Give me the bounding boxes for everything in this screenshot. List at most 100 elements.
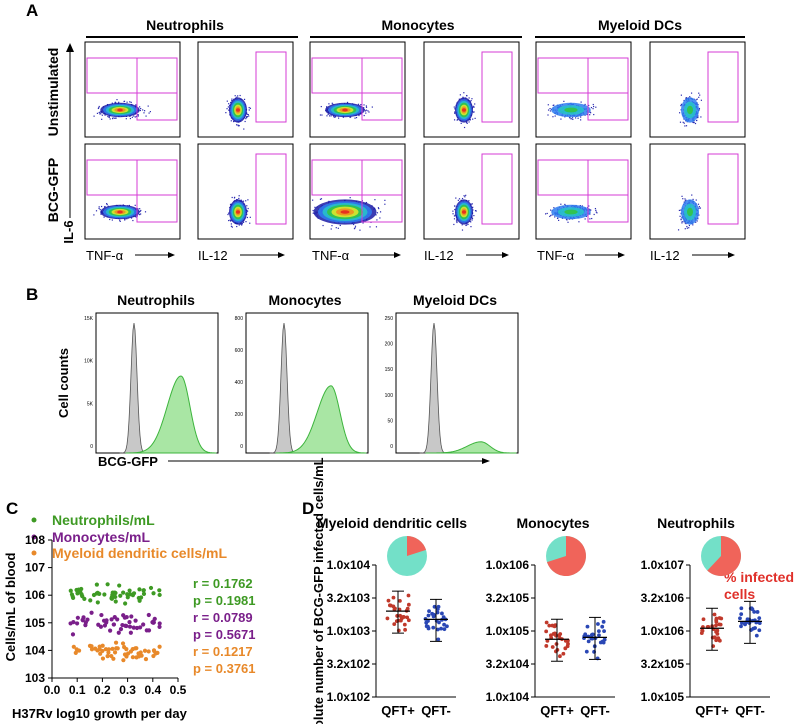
data-point — [392, 622, 397, 627]
flow-event — [248, 115, 250, 117]
flow-event — [376, 219, 378, 221]
flow-event — [226, 100, 228, 102]
flow-event — [567, 221, 569, 223]
flow-event — [551, 214, 553, 216]
flow-event — [357, 103, 360, 105]
data-point — [401, 615, 406, 619]
data-point — [590, 632, 595, 637]
category-label: QFT- — [421, 703, 451, 718]
data-point — [127, 624, 133, 629]
data-point — [75, 621, 80, 626]
flow-event — [135, 115, 138, 118]
data-point — [76, 648, 82, 653]
data-point — [113, 590, 118, 596]
data-point — [558, 654, 562, 659]
flow-event — [350, 116, 352, 118]
flow-event — [114, 117, 116, 119]
flow-event — [594, 207, 597, 210]
flow-event — [237, 124, 239, 126]
data-point — [437, 620, 441, 625]
flow-event — [454, 208, 456, 211]
flow-event — [595, 209, 597, 211]
flow-event — [692, 121, 694, 124]
flow-event — [98, 111, 100, 114]
data-point — [584, 649, 589, 654]
data-point — [748, 606, 753, 611]
flow-event — [337, 227, 339, 229]
data-point — [583, 632, 588, 637]
flow-event — [595, 106, 597, 108]
category-label: QFT+ — [540, 703, 574, 718]
flow-event — [466, 95, 468, 97]
pie-infected — [707, 536, 742, 576]
flow-event — [99, 113, 101, 115]
flow-event — [129, 117, 132, 120]
panel-label-a: A — [26, 1, 38, 20]
flow-event — [590, 106, 593, 109]
flow-event — [680, 103, 683, 105]
data-point — [137, 587, 142, 592]
data-point — [123, 601, 128, 606]
data-point — [113, 599, 118, 604]
data-point — [95, 600, 100, 605]
flow-event — [469, 119, 471, 121]
data-point — [91, 592, 97, 598]
data-point — [121, 590, 126, 595]
flow-event — [454, 214, 456, 216]
stat-p-monocytes: p = 0.5671 — [193, 627, 256, 642]
flow-event — [547, 109, 550, 111]
panelA-row-unstimulated: Unstimulated — [45, 48, 61, 137]
flow-event — [139, 213, 141, 216]
data-point — [402, 622, 407, 627]
flow-event — [681, 222, 683, 224]
flow-plot — [423, 143, 520, 240]
pie-infected — [546, 536, 586, 577]
arrow-head-icon — [502, 252, 509, 258]
flow-event — [464, 196, 466, 198]
x-tick-label: 0.2 — [94, 683, 111, 697]
data-point — [714, 618, 719, 622]
flow-event — [586, 113, 588, 116]
flow-event — [130, 217, 133, 219]
flow-event — [326, 115, 328, 117]
flow-event — [365, 112, 367, 114]
flow-event — [698, 205, 700, 208]
flow-plot — [535, 143, 632, 240]
data-point — [157, 592, 162, 598]
panelB-xlabel: BCG-GFP — [98, 454, 158, 469]
flow-event — [135, 104, 137, 106]
flow-event — [554, 216, 556, 218]
data-point — [435, 610, 440, 615]
legend-monocytes: Monocytes/mL — [52, 529, 150, 545]
legend-marker-monocytes — [31, 534, 37, 540]
flow-event — [125, 118, 127, 120]
flow-event — [454, 205, 456, 207]
data-point — [750, 618, 755, 623]
histogram-ytick: 0 — [90, 444, 93, 450]
flow-event — [98, 107, 100, 109]
flow-event — [93, 115, 95, 117]
flow-event — [596, 212, 598, 214]
flow-event — [119, 219, 121, 221]
flow-event — [124, 219, 126, 221]
flow-event — [694, 122, 697, 125]
flow-event — [457, 199, 459, 201]
data-point — [83, 620, 88, 625]
stat-r-monocytes: r = 0.0789 — [193, 610, 253, 625]
flow-event — [230, 101, 232, 104]
flow-event — [470, 221, 472, 223]
flow-event — [547, 114, 549, 116]
panelA-xlabel: TNF-α — [537, 248, 575, 263]
data-point — [120, 622, 125, 628]
flow-event — [472, 209, 474, 211]
flow-event — [98, 206, 100, 208]
data-point — [121, 613, 126, 618]
arrow-head-icon — [168, 252, 175, 258]
flow-event — [230, 220, 232, 222]
flow-event — [369, 226, 371, 228]
flow-event — [93, 214, 95, 216]
flow-event — [695, 221, 697, 223]
flow-event — [144, 110, 146, 112]
flow-event — [474, 210, 477, 212]
flow-event — [229, 203, 232, 205]
